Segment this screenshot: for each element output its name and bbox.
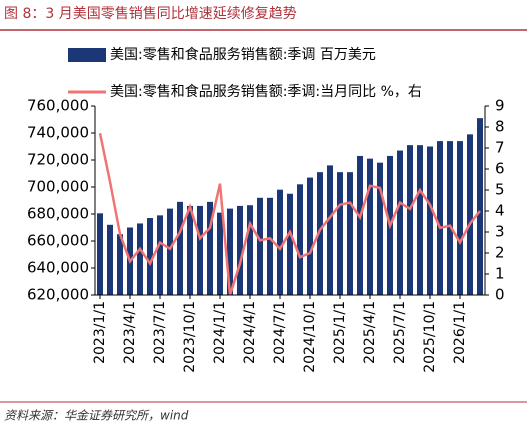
- bar: [457, 141, 463, 295]
- legend-label: 美国:零售和食品服务销售额:季调 百万美元: [110, 46, 376, 63]
- y2-tick-label: 6: [495, 160, 505, 178]
- bar: [467, 134, 473, 295]
- y-tick-label: 760,000: [27, 97, 89, 115]
- bar: [187, 205, 193, 295]
- y2-tick-label: 9: [495, 97, 505, 115]
- bar: [207, 201, 213, 295]
- bar: [317, 172, 323, 295]
- bar: [417, 145, 423, 295]
- x-tick-label: 2023/7/1: [152, 301, 168, 364]
- bar: [447, 141, 453, 295]
- x-tick-label: 2024/4/1: [242, 301, 258, 364]
- y-tick-label: 640,000: [27, 259, 89, 277]
- bar: [147, 218, 153, 295]
- y-tick-label: 740,000: [27, 124, 89, 142]
- x-tick-label: 2025/4/1: [362, 301, 378, 364]
- bar: [237, 205, 243, 295]
- y2-tick-label: 3: [495, 223, 505, 241]
- x-tick-label: 2025/10/1: [422, 301, 438, 373]
- source-note: 资料来源：华金证券研究所，wind: [4, 409, 189, 423]
- bar: [327, 165, 333, 295]
- bar: [277, 189, 283, 295]
- bar: [297, 184, 303, 295]
- x-tick-label: 2023/1/1: [92, 301, 108, 364]
- bar: [397, 150, 403, 295]
- bar: [267, 197, 273, 295]
- y2-tick-label: 7: [495, 139, 505, 157]
- bar: [287, 193, 293, 295]
- bar: [407, 145, 413, 295]
- bar: [167, 208, 173, 295]
- bar: [357, 155, 363, 295]
- x-tick-label: 2026/1/1: [452, 301, 468, 364]
- bar: [217, 212, 223, 295]
- y2-tick-label: 2: [495, 244, 505, 262]
- line: [98, 133, 481, 296]
- x-tick-label: 2025/1/1: [332, 301, 348, 364]
- bar: [157, 215, 163, 295]
- bar: [257, 197, 263, 295]
- bar: [97, 213, 103, 295]
- bar: [117, 234, 123, 295]
- bar: [437, 141, 443, 295]
- x-tick-label: 2024/1/1: [212, 301, 228, 364]
- bar: [307, 177, 313, 295]
- y2-tick-label: 0: [495, 286, 505, 304]
- bar: [137, 223, 143, 295]
- y2-tick-label: 5: [495, 181, 505, 199]
- legend-label: 美国:零售和食品服务销售额:季调:当月同比 %，右: [110, 83, 422, 100]
- y-tick-label: 700,000: [27, 178, 89, 196]
- bar: [247, 205, 253, 295]
- bar: [347, 172, 353, 295]
- x-tick-label: 2025/7/1: [392, 301, 408, 364]
- x-tick-label: 2023/4/1: [122, 301, 138, 364]
- bar: [367, 158, 373, 295]
- bar: [227, 208, 233, 295]
- bar: [177, 201, 183, 295]
- bar: [107, 224, 113, 295]
- y2-tick-label: 1: [495, 265, 505, 283]
- y-tick-label: 720,000: [27, 151, 89, 169]
- legend-swatch: [68, 48, 106, 62]
- bar: [337, 172, 343, 295]
- y2-tick-label: 8: [495, 118, 505, 136]
- y-tick-label: 620,000: [27, 286, 89, 304]
- page-title: 图 8：3 月美国零售销售同比增速延续修复趋势: [4, 5, 297, 22]
- x-tick-label: 2023/10/1: [182, 301, 198, 373]
- y2-tick-label: 4: [495, 202, 505, 220]
- x-tick-label: 2024/10/1: [302, 301, 318, 373]
- x-tick-label: 2024/7/1: [272, 301, 288, 364]
- y-tick-label: 660,000: [27, 232, 89, 250]
- bar: [197, 205, 203, 295]
- bar: [377, 162, 383, 295]
- bar: [427, 146, 433, 295]
- y-tick-label: 680,000: [27, 205, 89, 223]
- bar: [477, 118, 483, 296]
